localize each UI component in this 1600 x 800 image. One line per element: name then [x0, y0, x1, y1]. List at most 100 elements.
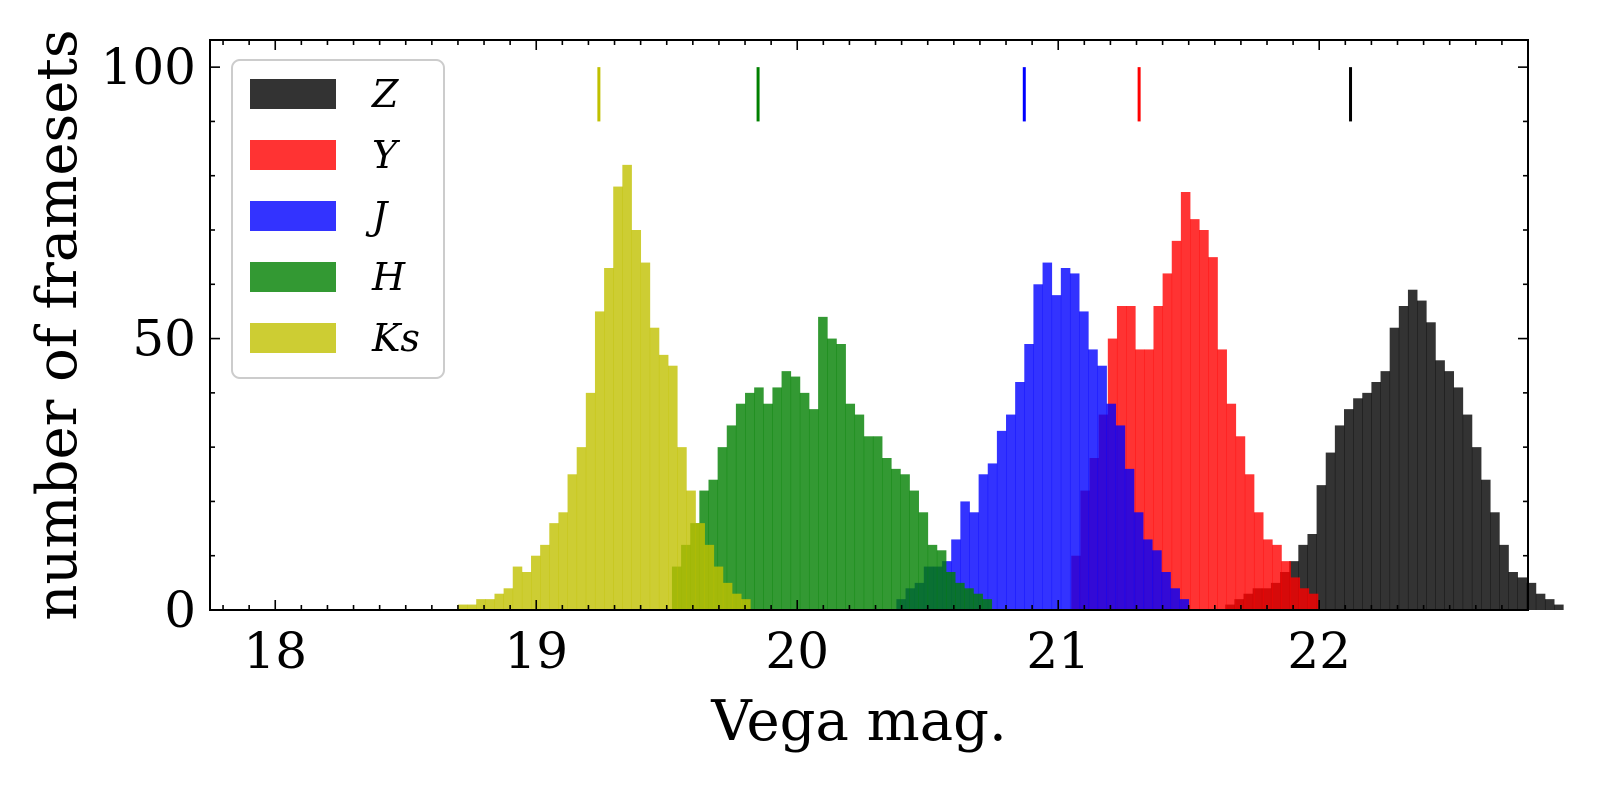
- histogram-bar: [1161, 572, 1171, 610]
- histogram-bar: [918, 512, 929, 610]
- histogram-bar: [521, 572, 532, 610]
- histogram-bar: [1124, 468, 1135, 610]
- histogram-bar: [558, 512, 568, 610]
- histogram-bar: [1299, 588, 1310, 610]
- histogram-bar: [1353, 398, 1363, 610]
- histogram-bar: [1024, 344, 1034, 610]
- histogram-bars: [457, 164, 1564, 611]
- histogram-bar: [772, 387, 782, 610]
- histogram-bar: [1088, 349, 1098, 610]
- histogram-bar: [973, 593, 983, 610]
- histogram-bar: [1006, 414, 1016, 610]
- histogram-bar: [909, 490, 919, 610]
- histogram-bar: [790, 376, 801, 610]
- histogram-bar: [936, 550, 947, 610]
- legend-swatch-j: [250, 201, 336, 231]
- histogram-bar: [717, 447, 728, 610]
- histogram-bar: [594, 311, 605, 610]
- histogram-bar: [982, 599, 993, 610]
- histogram-bar: [818, 316, 828, 610]
- histogram-bar: [540, 544, 550, 610]
- histogram-bar: [827, 338, 837, 610]
- histogram-bar: [1371, 382, 1381, 610]
- histogram-bar: [467, 604, 477, 610]
- histogram-bar: [622, 164, 632, 611]
- histogram-bar: [1453, 387, 1464, 610]
- histogram-bar: [549, 523, 559, 610]
- histogram-bar: [731, 593, 742, 610]
- histogram-bar: [1060, 268, 1071, 610]
- histogram-bar: [1316, 485, 1327, 610]
- histogram-bar: [754, 387, 764, 610]
- histogram-bar: [713, 566, 724, 610]
- histogram-bar: [1069, 273, 1080, 610]
- histogram-bar: [613, 186, 623, 610]
- histogram-bar: [1015, 382, 1025, 610]
- axes: 18 19 20 21 22 0 50 100 Vega mag. number of frame…: [25, 29, 1529, 754]
- histogram-bar: [1162, 273, 1173, 610]
- histogram-bar: [1097, 365, 1107, 610]
- histogram-bar: [1535, 593, 1546, 610]
- histogram-bar: [1508, 572, 1518, 610]
- histogram-bar: [1290, 577, 1301, 610]
- histogram-bar: [1481, 479, 1491, 610]
- histogram-bar: [836, 344, 846, 610]
- histogram-bar: [964, 588, 974, 610]
- histogram-bar: [686, 490, 696, 610]
- x-tick-label: 20: [765, 622, 829, 680]
- histogram-bar: [1426, 322, 1436, 610]
- histogram-bar: [1171, 240, 1182, 611]
- histogram-bar: [1199, 230, 1209, 610]
- histogram-bar: [512, 566, 523, 610]
- histogram-bar: [763, 403, 773, 610]
- histogram-bar: [872, 436, 883, 610]
- histogram-bar: [1180, 192, 1191, 610]
- histogram-bar: [1190, 219, 1200, 610]
- histogram-bar: [1272, 544, 1282, 610]
- histogram-bar: [1444, 371, 1455, 610]
- histogram-bar: [1462, 414, 1473, 610]
- histogram-bar: [1308, 593, 1319, 610]
- legend-label-h: H: [371, 255, 406, 299]
- histogram-bar: [1217, 349, 1227, 610]
- histogram-bar: [1115, 425, 1126, 610]
- x-tick-label: 19: [504, 622, 568, 680]
- legend-label-ks: Ks: [371, 316, 420, 360]
- histogram-bar: [1170, 588, 1180, 610]
- y-tick-label: 100: [101, 38, 196, 96]
- histogram-bar: [882, 458, 892, 610]
- histogram-bar: [969, 512, 980, 610]
- histogram-bar: [494, 593, 505, 610]
- histogram-bar: [1362, 392, 1372, 610]
- histogram-bar: [1079, 311, 1089, 610]
- histogram-bar: [808, 409, 819, 610]
- histogram-bar: [1389, 327, 1400, 610]
- histogram-bar: [1152, 550, 1162, 610]
- histogram-bar: [722, 582, 733, 610]
- histogram-bar: [1253, 512, 1264, 610]
- histogram-bar: [1244, 474, 1255, 610]
- histogram-bar: [1126, 306, 1136, 610]
- histogram-bar: [1344, 409, 1354, 610]
- histogram-bar: [1325, 452, 1336, 610]
- legend-swatch-h: [250, 262, 336, 292]
- histogram-bar: [854, 414, 865, 610]
- series-h-bars: [671, 316, 993, 610]
- histogram-bar: [845, 403, 856, 610]
- histogram-bar: [476, 599, 486, 610]
- histogram-bar: [1235, 436, 1246, 610]
- histogram-bar: [695, 523, 705, 610]
- histogram-bar: [1179, 599, 1190, 610]
- histogram-bar: [927, 544, 938, 610]
- legend-swatch-y: [250, 140, 336, 170]
- histogram-bar: [745, 392, 755, 610]
- histogram-bar: [649, 327, 660, 610]
- histogram-bar: [1417, 300, 1427, 610]
- histogram-bar: [960, 501, 970, 610]
- histogram-bar: [1208, 257, 1218, 610]
- histogram-bar: [1133, 512, 1144, 610]
- histogram-bar: [955, 582, 965, 610]
